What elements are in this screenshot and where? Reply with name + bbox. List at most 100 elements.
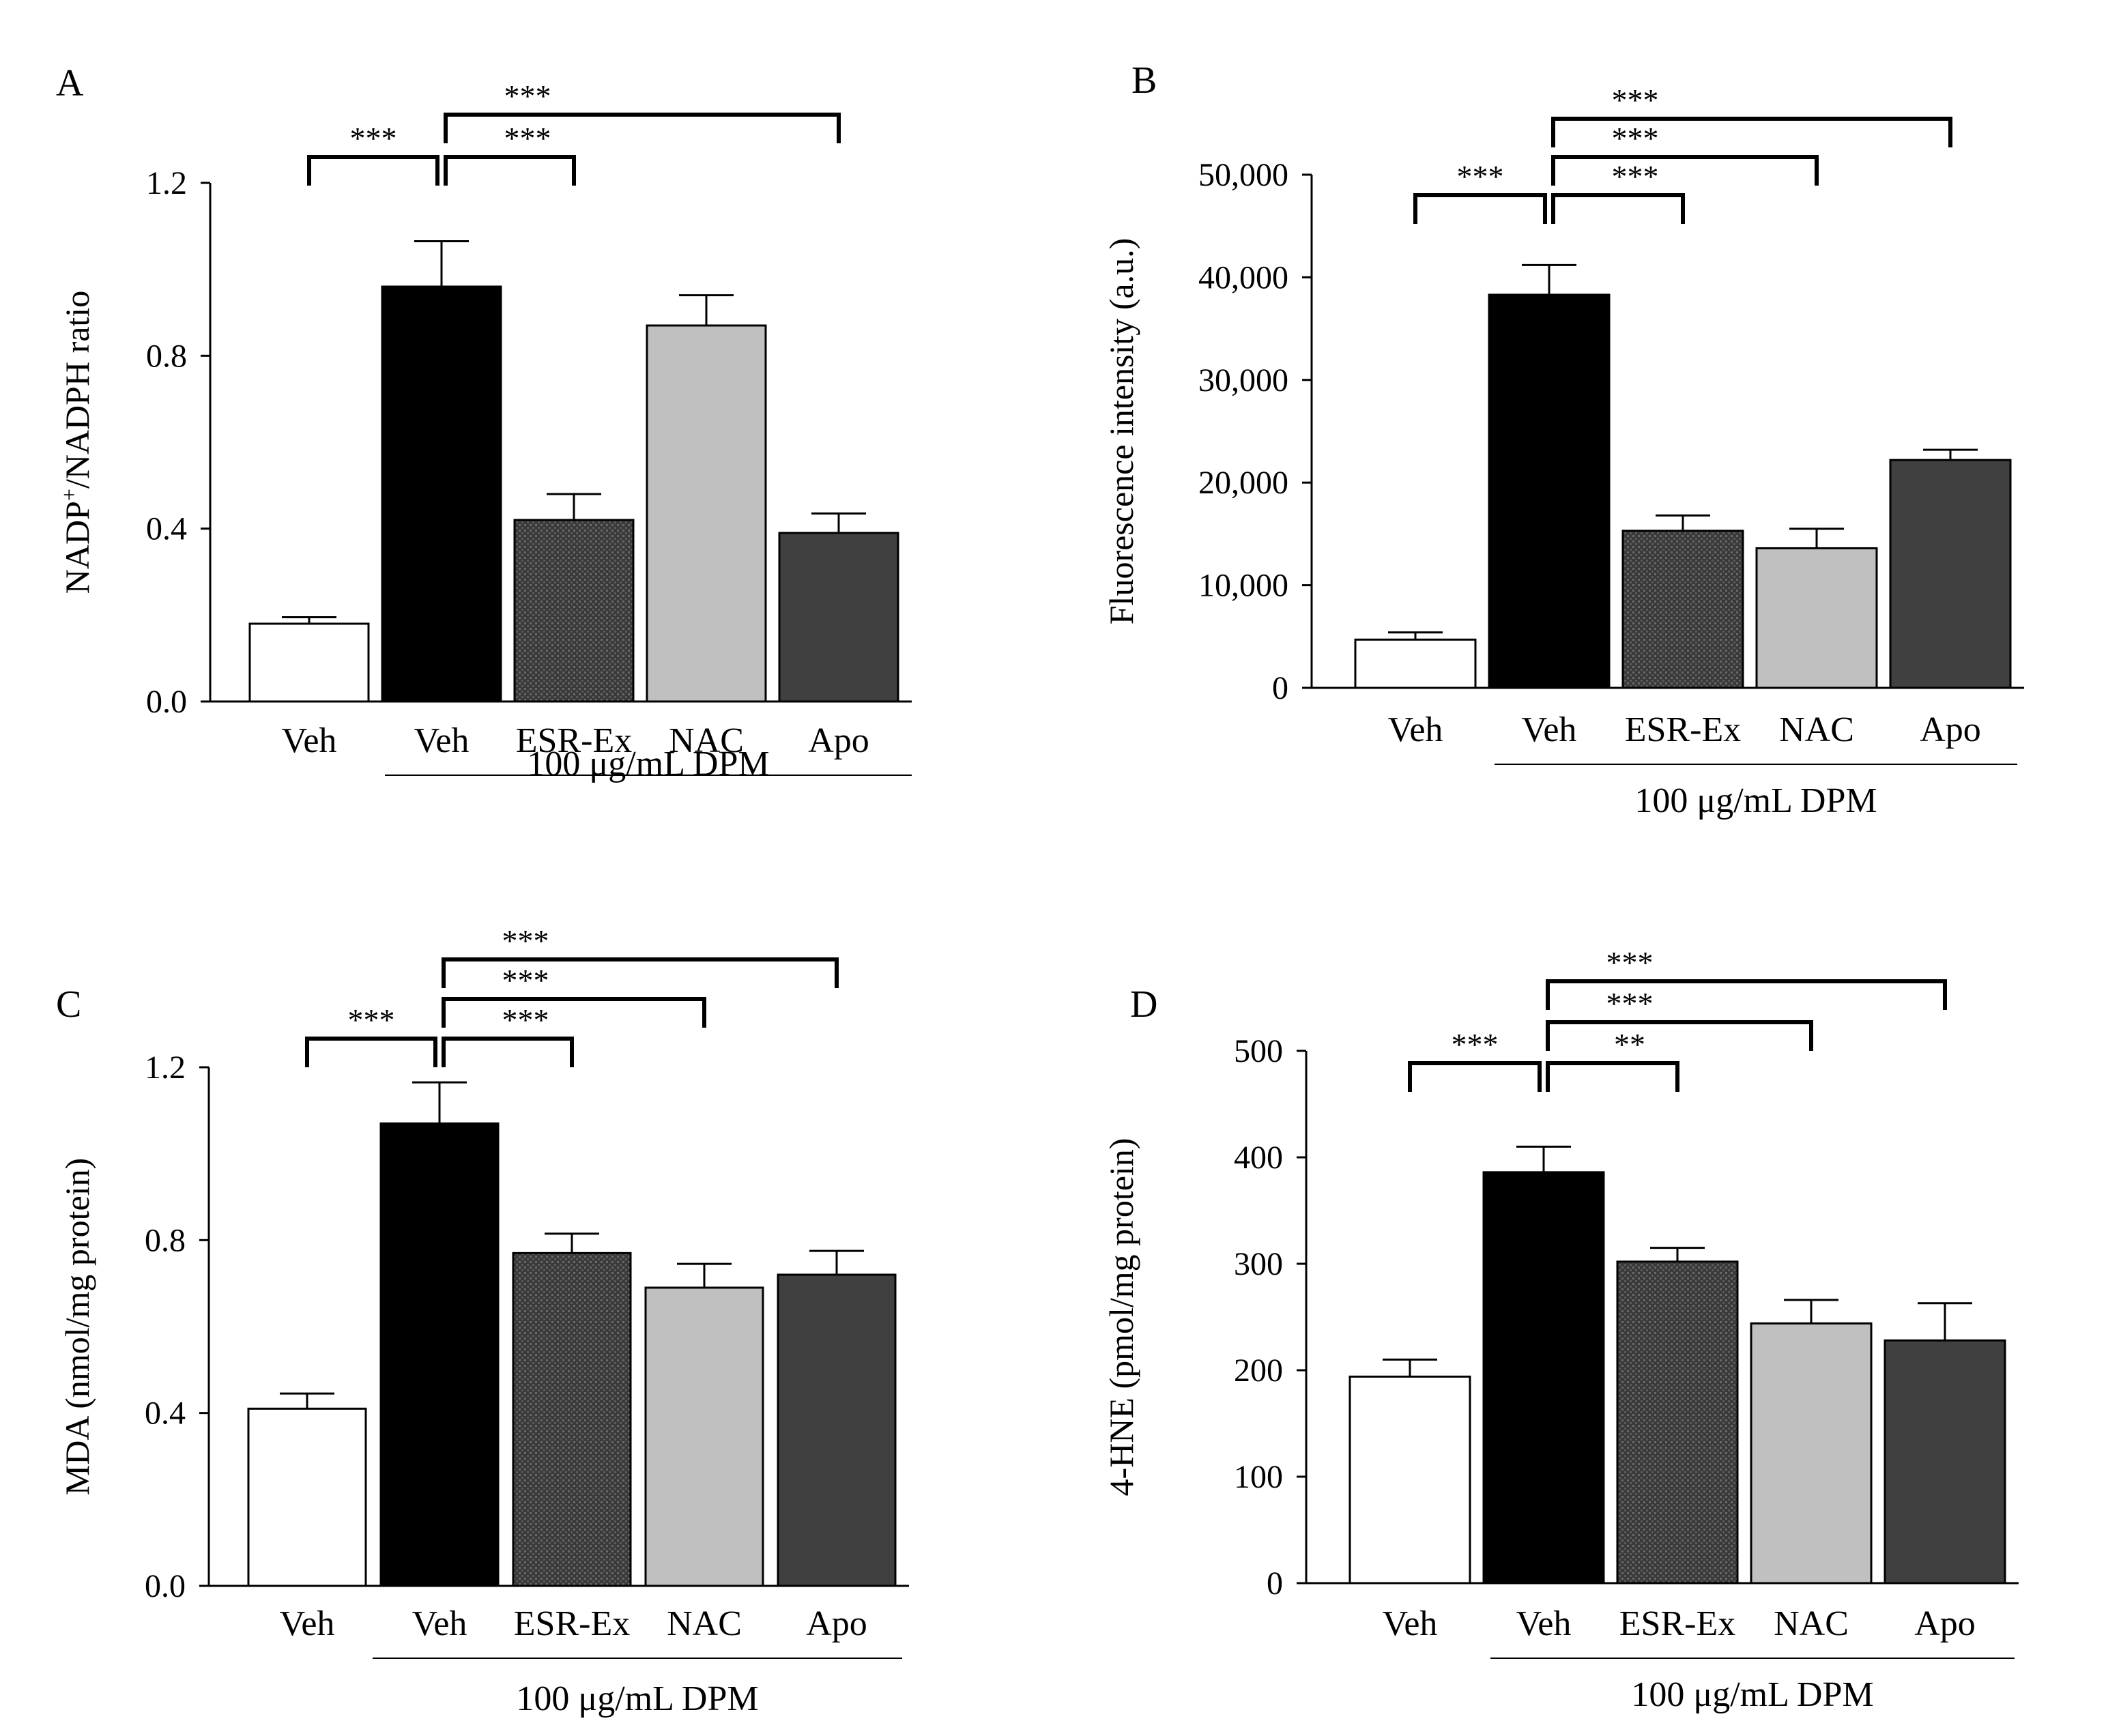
bar-5	[778, 532, 899, 703]
panel-b: B 0 10,000 20,000 30,000 40,000 50,000 Fluoresc…	[1102, 59, 2024, 820]
significance-label-2: ***	[504, 121, 551, 156]
y-tick-label: 0.0	[145, 1568, 186, 1604]
significance-bracket-3	[442, 997, 706, 1028]
category-label-5: Apo	[1920, 710, 1981, 749]
group-label: 100 μg/mL DPM	[1631, 1675, 1873, 1714]
y-tick-label: 500	[1234, 1033, 1283, 1069]
y-tick-label: 100	[1234, 1459, 1283, 1495]
bar-2	[1488, 293, 1611, 689]
y-tick-label: 0	[1267, 1565, 1283, 1602]
y-axis-label: MDA (nmol/mg protein)	[58, 1158, 96, 1495]
y-tick-label: 0	[1272, 670, 1288, 706]
significance-bracket-3	[444, 113, 841, 143]
significance-bracket-2	[442, 1037, 574, 1067]
y-axis-label: NADP+/NADPH ratio	[57, 291, 96, 594]
significance-bracket-2	[1551, 193, 1685, 224]
y-tick-label: 0.8	[146, 338, 187, 374]
bar-2	[379, 1122, 500, 1587]
y-tick-label: 1.2	[146, 165, 187, 201]
category-label-4: NAC	[669, 721, 744, 760]
significance-bracket-3	[1546, 1020, 1813, 1051]
bar-4	[646, 324, 767, 703]
significance-bracket-2	[444, 155, 576, 186]
y-tick-label: 200	[1234, 1352, 1283, 1389]
significance-bracket-1	[305, 1037, 437, 1067]
category-label-3: ESR-Ex	[516, 721, 632, 760]
panel-letter: C	[56, 983, 81, 1026]
bar-3	[1621, 530, 1744, 689]
bar-2	[1482, 1171, 1605, 1585]
significance-label-4: ***	[502, 923, 549, 958]
category-label-2: Veh	[1516, 1604, 1572, 1643]
y-tick-label: 40,000	[1198, 259, 1288, 295]
y-tick-label: 0.4	[145, 1395, 186, 1432]
significance-label-4: ***	[1612, 83, 1659, 117]
y-tick-label: 0.4	[146, 511, 187, 547]
category-label-3: ESR-Ex	[514, 1604, 630, 1643]
significance-label-1: ***	[350, 121, 397, 156]
y-tick-label: 30,000	[1198, 362, 1288, 399]
group-label: 100 μg/mL DPM	[1634, 781, 1877, 820]
category-label-1: Veh	[282, 721, 337, 760]
category-label-2: Veh	[412, 1604, 467, 1643]
panel-c: C 0.0 0.4 0.8 1.2 MDA (nmol/mg protein) Veh Veh…	[56, 923, 909, 1718]
bar-1	[1348, 1375, 1471, 1585]
bar-5	[777, 1273, 897, 1587]
bar-4	[1755, 547, 1878, 689]
y-tick-label: 50,000	[1198, 157, 1288, 193]
y-axis-label-main: NADP	[58, 501, 96, 594]
significance-label-2: **	[1614, 1027, 1645, 1062]
bar-1	[1354, 638, 1477, 689]
category-label-4: NAC	[667, 1604, 742, 1643]
y-tick-label: 1.2	[145, 1050, 186, 1086]
y-axis-label-main: MDA (nmol/mg protein)	[58, 1158, 96, 1495]
y-tick-label: 20,000	[1198, 465, 1288, 501]
bar-4	[1750, 1322, 1873, 1585]
category-label-3: ESR-Ex	[1619, 1604, 1735, 1643]
significance-label-2: ***	[1612, 159, 1659, 194]
y-axis-label: 4-HNE (pmol/mg protein)	[1102, 1138, 1140, 1496]
charts-root: A 0.0 0.4 0.8 1.2 NADP+/NADPH ratio Veh Veh ESR-…	[56, 59, 2024, 1718]
significance-label-1: ***	[1452, 1027, 1499, 1062]
y-axis-label-main: Fluorescence intensity (a.u.)	[1102, 238, 1140, 624]
category-label-5: Apo	[808, 721, 869, 760]
significance-label-4: ***	[1606, 945, 1654, 980]
bar-5	[1884, 1339, 2006, 1585]
group-label: 100 μg/mL DPM	[527, 744, 769, 783]
category-label-2: Veh	[414, 721, 470, 760]
category-label-2: Veh	[1522, 710, 1577, 749]
panel-letter: A	[56, 62, 84, 104]
y-tick-label: 0.8	[145, 1222, 186, 1258]
y-axis-label-rest: /NADPH ratio	[58, 291, 96, 489]
significance-label-1: ***	[1457, 159, 1504, 194]
group-label: 100 μg/mL DPM	[516, 1679, 758, 1718]
y-tick-label: 400	[1234, 1140, 1283, 1176]
category-label-4: NAC	[1779, 710, 1854, 749]
significance-bracket-4	[1551, 117, 1952, 147]
significance-label-3: ***	[1606, 986, 1654, 1021]
category-label-1: Veh	[280, 1604, 335, 1643]
panel-a: A 0.0 0.4 0.8 1.2 NADP+/NADPH ratio Veh Veh ESR-…	[56, 62, 912, 783]
panel-d: D 0 100 200 300 400 500 4-HNE (pmol/mg protein)…	[1102, 945, 2019, 1714]
significance-bracket-4	[442, 957, 839, 988]
y-tick-label: 0.0	[146, 684, 187, 720]
panel-letter: B	[1131, 59, 1157, 102]
bar-4	[644, 1286, 764, 1587]
category-label-1: Veh	[1388, 710, 1443, 749]
y-axis-label-main: 4-HNE (pmol/mg protein)	[1102, 1138, 1140, 1496]
bar-1	[248, 622, 370, 703]
significance-bracket-2	[1546, 1061, 1679, 1092]
y-axis-label-superscript: +	[57, 489, 81, 501]
category-label-3: ESR-Ex	[1625, 710, 1741, 749]
significance-bracket-4	[1546, 979, 1947, 1010]
y-axis-label: Fluorescence intensity (a.u.)	[1102, 238, 1140, 624]
category-label-1: Veh	[1383, 1604, 1438, 1643]
bar-3	[513, 519, 635, 703]
significance-label-3: ***	[502, 963, 549, 998]
bar-1	[247, 1407, 367, 1587]
significance-bracket-3	[1551, 155, 1819, 186]
significance-bracket-1	[307, 155, 439, 186]
bar-3	[512, 1252, 632, 1587]
significance-bracket-1	[1413, 193, 1547, 224]
